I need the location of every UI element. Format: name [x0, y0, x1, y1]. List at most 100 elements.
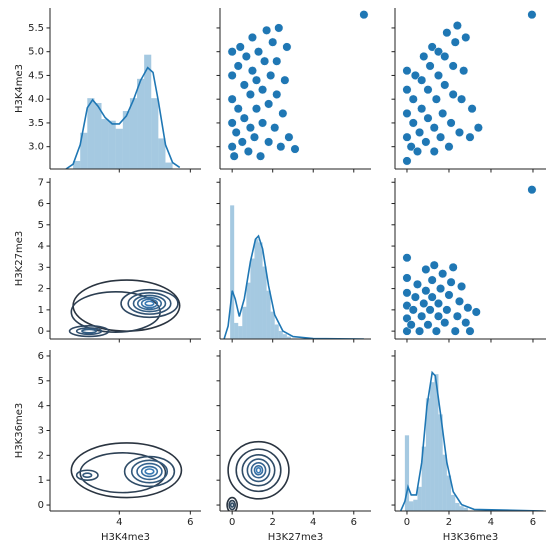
point: [406, 142, 416, 152]
point: [253, 47, 264, 57]
point: [359, 10, 369, 20]
point: [431, 94, 441, 104]
x-tick-label: 4: [488, 517, 494, 528]
point: [278, 108, 288, 118]
contour: [79, 452, 167, 494]
contour: [70, 442, 183, 499]
hist-bar: [282, 334, 287, 339]
x-tick-label: 2: [270, 517, 276, 528]
point: [454, 127, 465, 137]
contour: [246, 458, 271, 483]
point: [448, 89, 458, 99]
point: [241, 51, 251, 61]
point: [444, 142, 454, 152]
point: [408, 118, 418, 128]
point: [467, 104, 477, 114]
contour: [140, 298, 159, 309]
point: [258, 118, 268, 128]
contour: [235, 448, 282, 493]
point: [440, 51, 450, 61]
hist-bar: [246, 282, 251, 339]
point: [433, 70, 444, 80]
point: [280, 75, 290, 85]
point: [436, 132, 446, 142]
point: [423, 85, 433, 95]
point: [452, 311, 462, 321]
contour: [132, 294, 167, 313]
plot-area: [226, 440, 290, 511]
contour: [72, 279, 181, 332]
contour: [123, 455, 176, 488]
x-axis-label: H3K4me3: [101, 532, 150, 543]
point: [417, 75, 427, 85]
point: [450, 37, 460, 47]
y-tick-label: 5: [38, 220, 44, 231]
plot-area: [65, 54, 181, 169]
point: [436, 284, 446, 294]
point: [438, 269, 448, 279]
panel: 0 2 4 6 H3K36me3: [391, 350, 546, 543]
contour: [241, 454, 276, 487]
hist-bar: [463, 507, 468, 511]
hist-bar: [425, 398, 431, 511]
hist-bar: [234, 322, 239, 339]
point: [429, 260, 439, 270]
point: [442, 305, 452, 315]
point: [402, 85, 412, 95]
panel: 3.0 3.5 4.0 4.5 5.0 5.5 H3K4me3: [14, 8, 201, 173]
point: [421, 137, 431, 147]
hist-bar: [144, 54, 152, 169]
point: [270, 123, 280, 133]
point: [446, 118, 456, 128]
plot-area: [70, 442, 183, 499]
point: [410, 292, 420, 302]
hist-bar: [115, 128, 123, 169]
hist-bar: [270, 311, 275, 339]
point: [452, 21, 462, 31]
plot-area: [402, 185, 537, 336]
point: [251, 75, 262, 85]
hist-bar: [165, 162, 173, 169]
point: [442, 28, 452, 38]
point: [427, 42, 437, 52]
contour: [130, 459, 169, 484]
point: [276, 142, 286, 152]
point: [444, 290, 454, 300]
point: [433, 47, 444, 57]
y-tick-label: 0: [38, 500, 44, 511]
point: [402, 253, 412, 263]
hist-bar: [158, 138, 166, 169]
point: [415, 326, 425, 336]
point: [463, 303, 473, 313]
contour: [120, 288, 179, 319]
point: [239, 113, 249, 123]
x-axis-label: H3K36me3: [443, 532, 498, 543]
x-tick-label: 2: [446, 517, 452, 528]
point: [425, 61, 435, 71]
point: [417, 311, 427, 321]
point: [402, 273, 412, 283]
point: [427, 275, 437, 285]
point: [417, 104, 427, 114]
point: [284, 132, 294, 142]
panel: [216, 178, 371, 343]
point: [421, 264, 431, 275]
point: [457, 94, 467, 104]
point: [465, 326, 475, 336]
hist-bar: [434, 374, 439, 511]
contour: [250, 461, 267, 479]
plot-area: [68, 279, 181, 338]
y-tick-label: 3.0: [28, 142, 44, 153]
x-tick-label: 6: [351, 517, 357, 528]
hist-bar: [254, 239, 259, 339]
point: [402, 313, 412, 323]
point: [239, 80, 249, 90]
x-tick-label: 4: [116, 517, 122, 528]
contour: [226, 496, 239, 511]
point: [473, 123, 483, 133]
contour: [253, 464, 264, 476]
point: [233, 61, 243, 71]
y-tick-label: 1: [38, 475, 44, 486]
hist-bar: [73, 160, 81, 169]
